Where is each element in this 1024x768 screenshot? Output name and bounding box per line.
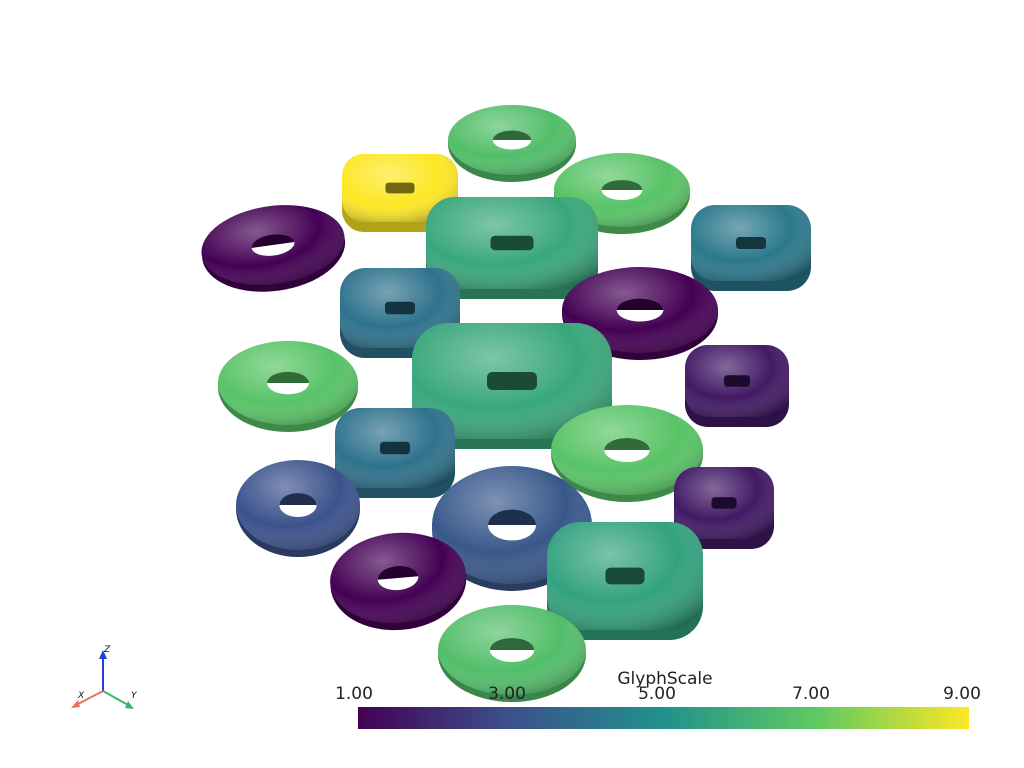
glyph-field	[201, 105, 811, 702]
scalar-bar-tick: 1.00	[335, 684, 373, 704]
torus-glyph	[218, 341, 358, 432]
square-torus-glyph	[342, 154, 458, 232]
torus-glyph	[330, 532, 467, 631]
torus-glyph	[438, 605, 586, 702]
square-torus-glyph	[674, 467, 774, 549]
y-arrowhead	[125, 701, 134, 709]
x-arrowhead	[71, 700, 80, 708]
scalar-bar-tick: 3.00	[488, 684, 526, 704]
square-torus-glyph	[547, 522, 703, 640]
scalar-bar-tick: 7.00	[792, 684, 830, 704]
square-torus-glyph	[412, 323, 612, 449]
orientation-axes	[71, 650, 134, 709]
torus-glyph	[201, 205, 346, 292]
x-axis	[75, 690, 104, 706]
z-axis-label: Z	[104, 645, 111, 655]
square-torus-glyph	[426, 197, 598, 299]
y-axis	[102, 690, 129, 706]
square-torus-glyph	[335, 408, 455, 498]
z-arrowhead	[99, 650, 107, 659]
torus-glyph	[236, 460, 360, 557]
scalar-bar	[358, 707, 969, 729]
y-axis-label: Y	[131, 691, 137, 701]
square-torus-glyph	[685, 345, 789, 427]
scalar-bar-tick: 9.00	[943, 684, 981, 704]
torus-glyph	[448, 105, 576, 182]
torus-glyph	[551, 405, 703, 502]
scalar-bar-tick: 5.00	[638, 684, 676, 704]
scalar-bar-title: GlyphScale	[617, 669, 713, 689]
square-torus-glyph	[691, 205, 811, 291]
x-axis-label: X	[78, 691, 85, 701]
